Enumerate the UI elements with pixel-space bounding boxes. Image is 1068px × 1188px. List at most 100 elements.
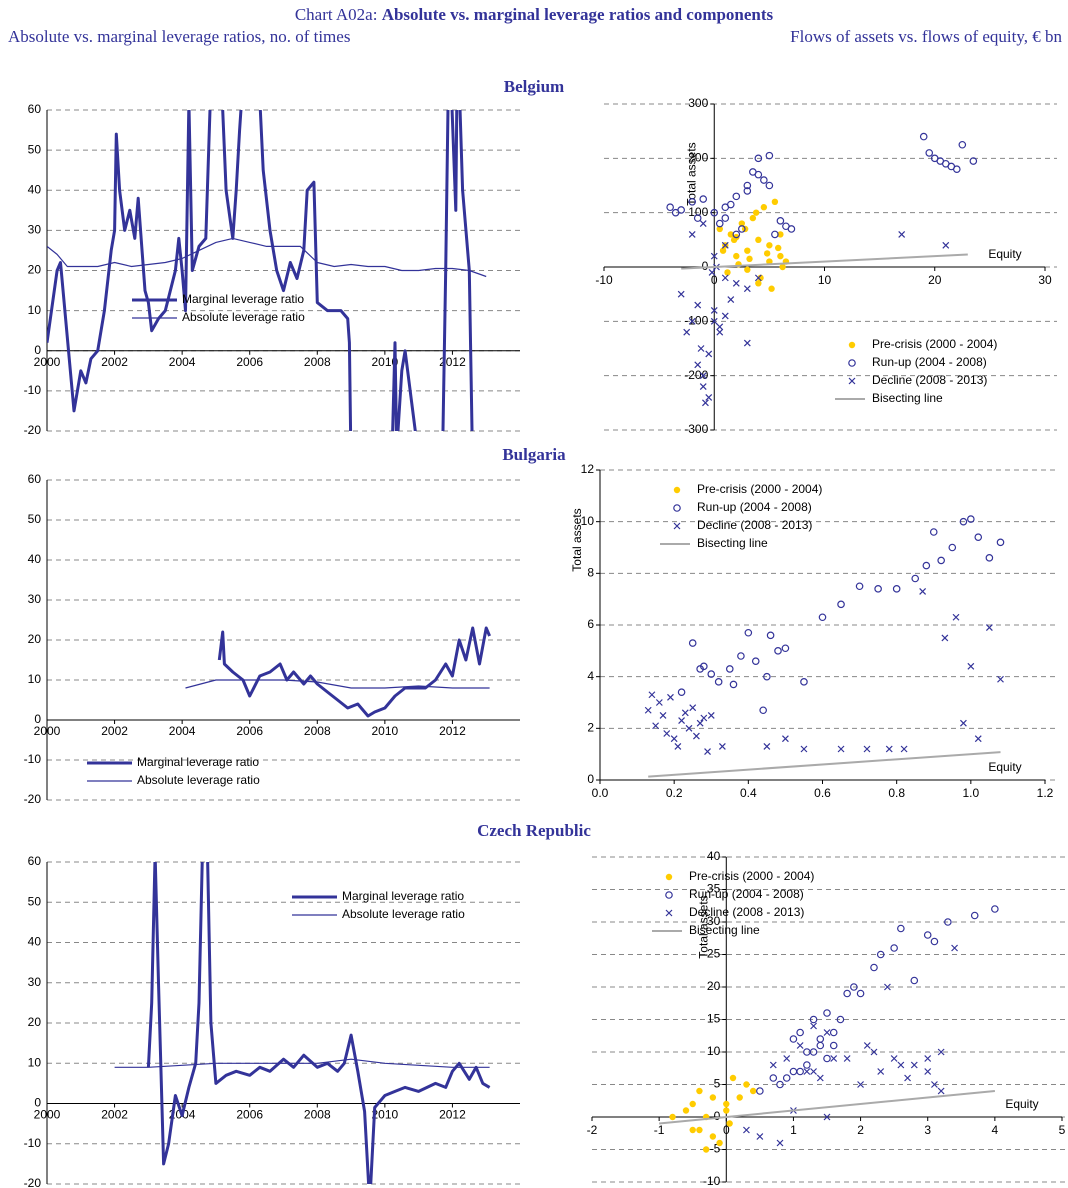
- legend-label: Decline (2008 - 2013): [689, 905, 804, 919]
- point: [718, 742, 726, 750]
- point: [942, 241, 950, 249]
- point: [705, 350, 713, 358]
- point: [884, 983, 891, 991]
- point: [715, 219, 724, 228]
- y-tick-label: 0: [702, 259, 709, 273]
- legend-swatch: [665, 909, 673, 917]
- point: [724, 269, 731, 276]
- point: [688, 639, 697, 647]
- point: [671, 208, 680, 217]
- point: [714, 678, 723, 686]
- x-tick-label: 2008: [304, 1108, 331, 1122]
- point: [663, 730, 671, 737]
- point: [769, 1074, 778, 1082]
- point: [863, 745, 871, 753]
- point: [919, 587, 927, 595]
- point: [974, 735, 982, 743]
- point: [796, 1028, 804, 1037]
- point: [857, 1081, 864, 1088]
- point: [732, 192, 741, 201]
- x-tick-label: 0.4: [740, 786, 757, 800]
- y-tick-label: 0: [34, 712, 41, 726]
- point: [800, 678, 808, 686]
- x-tick-label: 2002: [101, 355, 128, 369]
- point: [997, 675, 1004, 683]
- point: [967, 662, 975, 670]
- legend-label: Marginal leverage ratio: [137, 755, 259, 769]
- point: [818, 613, 827, 622]
- point: [924, 1068, 932, 1075]
- country-title: Bulgaria: [502, 445, 566, 464]
- point: [760, 204, 768, 211]
- point: [738, 225, 746, 233]
- legend-label: Run-up (2004 - 2008): [689, 887, 804, 901]
- point: [837, 745, 845, 753]
- legend-label: Run-up (2004 - 2008): [872, 355, 987, 369]
- point: [699, 220, 707, 227]
- point: [800, 745, 808, 753]
- point: [931, 1081, 938, 1088]
- point: [809, 1048, 818, 1056]
- point: [948, 543, 957, 552]
- legend-swatch: [673, 504, 681, 512]
- y-tick-label: 20: [28, 632, 42, 646]
- point: [843, 1055, 851, 1062]
- legend-swatch: [673, 486, 681, 494]
- y-tick-label: 12: [581, 462, 595, 476]
- point: [796, 1042, 804, 1049]
- point: [809, 1015, 818, 1024]
- x-tick-label: 0.6: [814, 786, 831, 800]
- point: [738, 220, 746, 227]
- point: [752, 209, 760, 216]
- point: [810, 1068, 817, 1075]
- point: [985, 554, 994, 562]
- point: [782, 222, 790, 231]
- y-tick-label: -10: [24, 752, 42, 766]
- point: [721, 274, 729, 282]
- point: [898, 230, 906, 238]
- point: [743, 187, 752, 195]
- y-tick-label: 100: [688, 205, 708, 219]
- point: [959, 719, 967, 727]
- point: [890, 944, 898, 952]
- point: [689, 704, 697, 712]
- point: [702, 1146, 710, 1153]
- x-tick-label: 2: [857, 1123, 864, 1137]
- point: [727, 296, 735, 304]
- point: [877, 1068, 885, 1075]
- point: [694, 361, 702, 369]
- x-tick-label: 1.0: [962, 786, 979, 800]
- x-tick-label: 4: [992, 1123, 999, 1137]
- point: [756, 1087, 764, 1095]
- point: [744, 628, 753, 637]
- point: [766, 258, 773, 265]
- x-tick-label: 1: [790, 1123, 797, 1137]
- point: [723, 1107, 730, 1114]
- y-tick-label: 10: [28, 1055, 42, 1069]
- point: [693, 214, 702, 222]
- x-tick-label: 2012: [439, 355, 466, 369]
- y-tick-label: 10: [581, 514, 595, 528]
- series-line: [217, 626, 491, 718]
- point: [823, 1029, 831, 1036]
- point: [670, 735, 678, 743]
- point: [897, 924, 905, 933]
- point: [716, 328, 724, 336]
- point: [751, 657, 760, 665]
- x-tick-label: 2010: [372, 1108, 399, 1122]
- point: [937, 1048, 945, 1056]
- y-tick-label: 5: [714, 1077, 721, 1091]
- point: [688, 230, 696, 238]
- bisecting-line: [681, 253, 968, 270]
- point: [985, 624, 993, 632]
- point: [970, 911, 979, 920]
- point: [855, 582, 864, 591]
- point: [967, 515, 975, 523]
- point: [755, 236, 762, 244]
- page-title: Chart A02a: Absolute vs. marginal levera…: [295, 5, 774, 24]
- country-title: Czech Republic: [477, 821, 591, 840]
- left-subtitle: Absolute vs. marginal leverage ratios, n…: [8, 27, 350, 46]
- series-line: [47, 110, 474, 431]
- y-tick-label: 25: [707, 947, 721, 961]
